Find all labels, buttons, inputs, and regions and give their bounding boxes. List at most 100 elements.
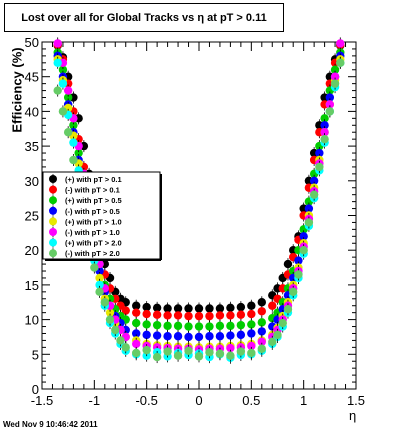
data-point-s7 (336, 58, 345, 68)
legend-entry-label: (-) with pT > 2.0 (65, 249, 120, 258)
data-point-s7 (309, 190, 319, 199)
data-point-s5 (320, 128, 329, 137)
data-point-s7 (90, 263, 99, 272)
legend-entry-label: (-) with pT > 0.1 (65, 186, 120, 195)
data-point-s2 (142, 320, 151, 329)
data-point-s3 (325, 93, 335, 102)
data-point-s7 (247, 348, 256, 358)
y-tick-label: 50 (25, 35, 39, 50)
data-point-s1 (257, 307, 266, 316)
data-point-s6 (58, 79, 68, 88)
data-point-s7 (278, 318, 287, 328)
legend-marker (49, 196, 57, 205)
data-point-s7 (132, 348, 141, 358)
data-point-s7 (163, 347, 172, 356)
data-point-s1 (247, 309, 256, 319)
data-point-s2 (163, 321, 172, 331)
data-point-s7 (330, 79, 340, 88)
data-point-s7 (121, 343, 130, 352)
data-point-s7 (289, 287, 298, 297)
data-point-s2 (215, 321, 225, 331)
legend-marker (49, 249, 57, 258)
data-point-s3 (304, 204, 314, 213)
legend-marker (49, 185, 57, 194)
data-point-s1 (173, 311, 183, 320)
data-point-s3 (309, 176, 319, 185)
data-point-s7 (116, 336, 125, 345)
data-point-s6 (69, 138, 78, 147)
data-point-s7 (268, 337, 277, 347)
legend-marker (49, 228, 57, 236)
data-point-s7 (173, 351, 183, 360)
legend-entry-label: (-) with pT > 1.0 (65, 228, 120, 237)
data-point-s5 (257, 337, 266, 347)
data-point-s7 (299, 246, 308, 255)
data-point-s4 (95, 273, 104, 283)
y-tick-label: 25 (25, 209, 39, 224)
data-point-s1 (142, 309, 151, 319)
x-axis-label: η (349, 408, 357, 423)
y-tick-label: 0 (32, 382, 39, 397)
data-point-s1 (121, 306, 130, 315)
x-tick-label: 1.5 (347, 393, 365, 408)
data-point-s3 (152, 331, 162, 340)
data-point-s0 (194, 304, 204, 313)
x-tick-label: 0.5 (242, 393, 260, 408)
data-point-s7 (236, 347, 246, 356)
data-point-s7 (69, 155, 78, 165)
data-point-s5 (53, 39, 62, 48)
data-point-s7 (283, 304, 293, 314)
data-point-s0 (215, 304, 225, 313)
data-point-s0 (257, 298, 266, 307)
y-tick-label: 30 (25, 174, 39, 189)
data-point-s2 (330, 65, 340, 74)
data-point-s1 (226, 311, 235, 320)
data-point-s0 (152, 303, 162, 313)
data-point-s7 (63, 128, 73, 137)
data-point-s1 (184, 311, 193, 321)
data-point-s0 (173, 304, 183, 313)
data-point-s2 (152, 320, 162, 330)
data-point-s3 (257, 327, 266, 336)
data-point-s3 (142, 330, 151, 340)
data-point-s2 (74, 148, 83, 158)
legend-entry-label: (-) with pT > 0.5 (65, 207, 120, 216)
legend-entry-label: (+) with pT > 2.0 (65, 239, 122, 248)
chart-title: Lost over all for Global Tracks vs η at … (4, 3, 284, 32)
data-point-s3 (315, 148, 324, 158)
y-tick-label: 40 (25, 104, 39, 119)
data-point-s5 (226, 343, 235, 353)
data-point-s3 (173, 332, 183, 341)
data-point-s5 (330, 72, 340, 81)
data-point-s2 (58, 65, 68, 74)
legend-entry-label: (+) with pT > 0.1 (65, 175, 122, 184)
data-point-s0 (142, 302, 151, 312)
data-point-s2 (320, 114, 329, 123)
y-tick-label: 10 (25, 313, 39, 328)
data-point-s1 (163, 311, 172, 320)
data-point-s2 (257, 318, 266, 327)
data-point-s0 (283, 259, 293, 269)
data-point-s3 (184, 332, 193, 342)
data-point-s3 (294, 256, 303, 265)
legend-marker (49, 217, 57, 226)
data-point-s7 (194, 352, 204, 361)
y-tick-label: 35 (25, 139, 39, 154)
data-point-s2 (194, 322, 204, 331)
data-point-s2 (132, 318, 141, 328)
x-tick-label: 1 (300, 393, 307, 408)
y-tick-label: 15 (25, 278, 39, 293)
data-point-s7 (53, 86, 62, 95)
data-point-s1 (152, 310, 162, 319)
y-tick-label: 20 (25, 243, 39, 258)
legend-marker (49, 238, 57, 247)
data-point-s3 (132, 329, 141, 338)
data-point-s3 (163, 332, 172, 341)
data-point-s3 (299, 232, 308, 241)
data-point-s7 (257, 344, 266, 353)
data-point-s3 (247, 329, 256, 338)
y-tick-label: 45 (25, 70, 39, 85)
data-point-s2 (69, 121, 78, 130)
